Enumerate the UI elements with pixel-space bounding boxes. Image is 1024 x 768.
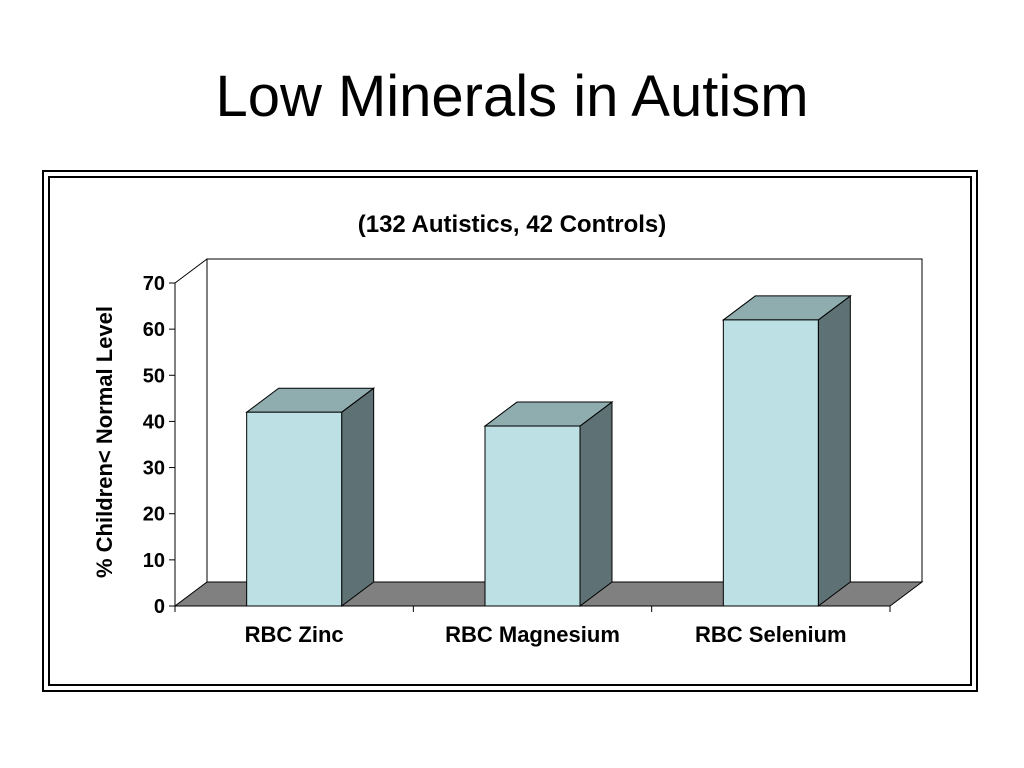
y-tick-label: 50 xyxy=(143,365,165,387)
y-tick-label: 0 xyxy=(154,596,165,618)
bar-rbc-selenium xyxy=(721,294,852,607)
y-axis-label: % Children< Normal Level xyxy=(92,306,117,578)
bar-side xyxy=(579,401,613,607)
back-wall-edge xyxy=(174,258,208,284)
chart-inner-border xyxy=(48,176,972,686)
back-wall xyxy=(206,258,923,582)
bar-front xyxy=(246,411,343,607)
bar-front xyxy=(484,425,581,607)
x-tick-label: RBC Zinc xyxy=(245,622,344,647)
bar-rbc-magnesium xyxy=(483,401,614,607)
y-tick-label: 30 xyxy=(143,458,165,480)
bar-side xyxy=(817,294,851,607)
y-tick-label: 60 xyxy=(143,319,165,341)
chart-subtitle: (132 Autistics, 42 Controls) xyxy=(358,211,667,238)
slide-title: Low Minerals in Autism xyxy=(215,64,809,129)
x-tick-label: RBC Selenium xyxy=(695,622,847,647)
bar-rbc-zinc xyxy=(245,387,376,607)
y-tick-label: 40 xyxy=(143,411,165,433)
y-tick-label: 10 xyxy=(143,550,165,572)
bar-front xyxy=(722,319,819,607)
y-tick-label: 70 xyxy=(143,273,165,295)
x-tick-label: RBC Magnesium xyxy=(445,622,620,647)
y-tick-label: 20 xyxy=(143,504,165,526)
bar-side xyxy=(341,387,375,607)
